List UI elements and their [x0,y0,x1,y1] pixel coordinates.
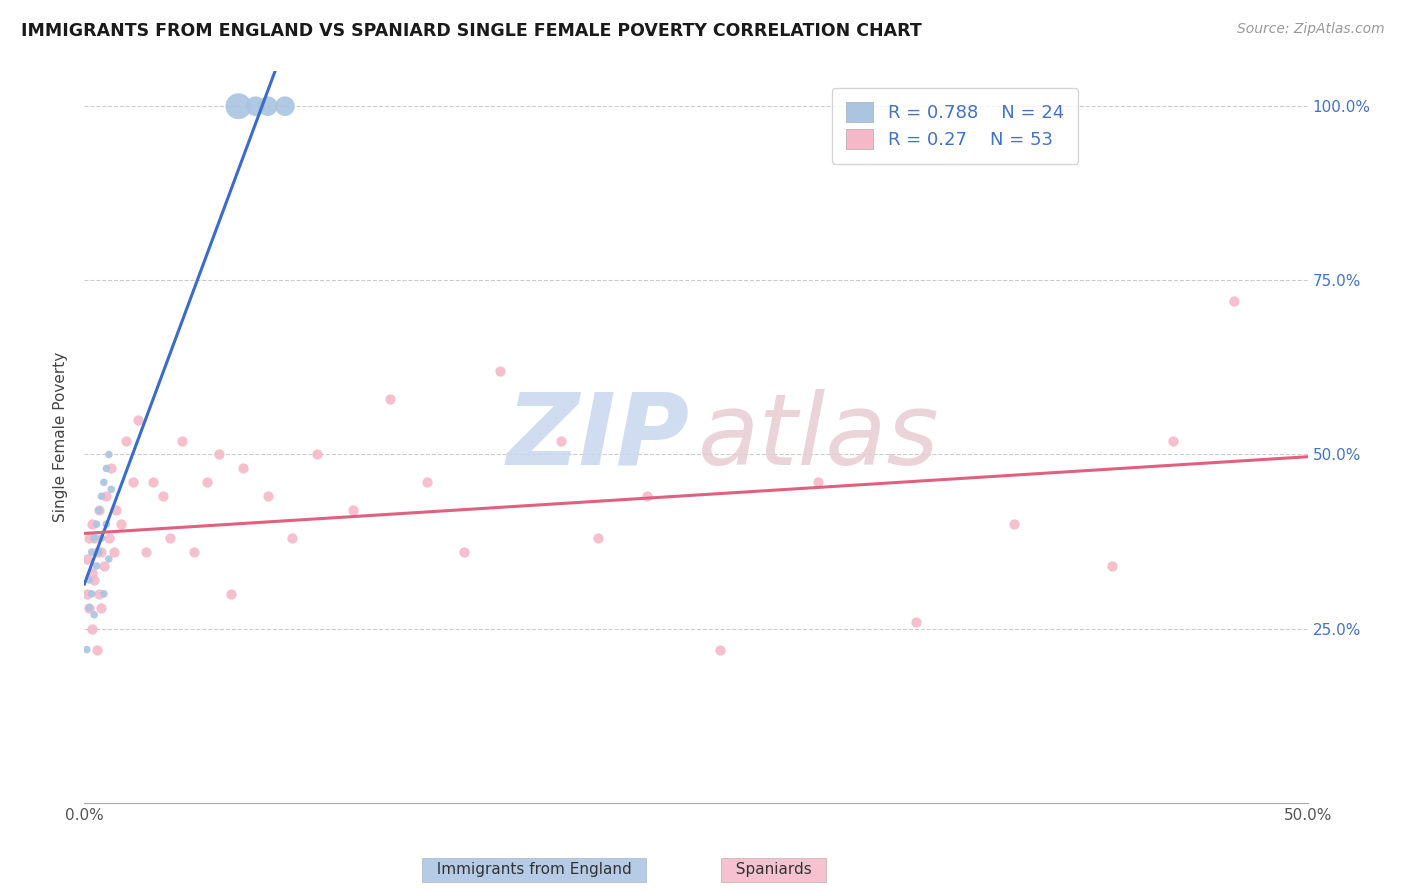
Point [90,600,112,615]
Point [807,475,830,490]
Point [80,545,103,559]
Point [97,448,120,462]
Point [135,545,157,559]
Point [87,587,110,601]
Point [274,99,297,113]
Point [90,531,112,545]
Point [83,531,105,545]
Point [195,475,218,490]
Point [257,489,280,503]
Point [96,517,118,532]
Point [77,531,100,545]
Point [219,587,242,601]
Point [77,600,100,615]
Point [77,573,100,587]
Text: IMMIGRANTS FROM ENGLAND VS SPANIARD SINGLE FEMALE POVERTY CORRELATION CHART: IMMIGRANTS FROM ENGLAND VS SPANIARD SING… [21,22,922,40]
Point [228,99,250,113]
Point [380,392,402,406]
Point [80,566,103,580]
Point [90,489,112,503]
Point [245,99,267,113]
Legend: R = 0.788    N = 24, R = 0.27    N = 53: R = 0.788 N = 24, R = 0.27 N = 53 [832,87,1078,163]
Point [152,489,174,503]
Point [86,517,108,532]
Text: Immigrants from England: Immigrants from England [427,863,641,877]
Point [159,531,181,545]
Point [77,600,100,615]
Point [96,489,118,503]
Point [83,607,105,622]
Point [127,412,149,426]
Point [305,448,328,462]
Text: Source: ZipAtlas.com: Source: ZipAtlas.com [1237,22,1385,37]
Point [110,517,132,532]
Point [87,545,110,559]
Point [1223,294,1246,309]
Point [1101,558,1123,573]
Point [76,552,98,566]
Point [76,587,98,601]
Point [142,475,165,490]
Point [87,503,110,517]
Point [183,545,205,559]
Point [90,545,112,559]
Point [103,545,125,559]
Point [281,531,304,545]
Text: atlas: atlas [697,389,939,485]
Point [453,545,475,559]
Point [709,642,731,657]
Point [257,99,280,113]
Point [586,531,609,545]
Point [80,587,103,601]
Point [489,364,512,378]
Point [76,642,98,657]
Point [122,475,145,490]
Point [86,545,108,559]
Point [1002,517,1025,532]
Point [83,531,105,545]
Point [80,622,103,636]
Point [87,503,110,517]
Point [1161,434,1184,448]
Point [416,475,439,490]
Point [100,483,122,497]
Point [105,503,128,517]
Point [93,558,115,573]
Point [86,642,108,657]
Point [172,434,194,448]
Point [80,517,103,532]
Text: Spaniards: Spaniards [725,863,821,877]
Point [208,448,231,462]
Point [97,531,120,545]
Point [97,552,120,566]
Point [96,461,118,475]
Point [115,434,138,448]
Point [83,573,105,587]
Point [636,489,658,503]
Point [550,434,572,448]
Point [93,587,115,601]
Point [342,503,364,517]
Point [86,558,108,573]
Y-axis label: Single Female Poverty: Single Female Poverty [53,352,69,522]
Text: ZIP: ZIP [506,389,689,485]
Point [905,615,928,629]
Point [232,461,254,475]
Point [93,475,115,490]
Point [100,461,122,475]
